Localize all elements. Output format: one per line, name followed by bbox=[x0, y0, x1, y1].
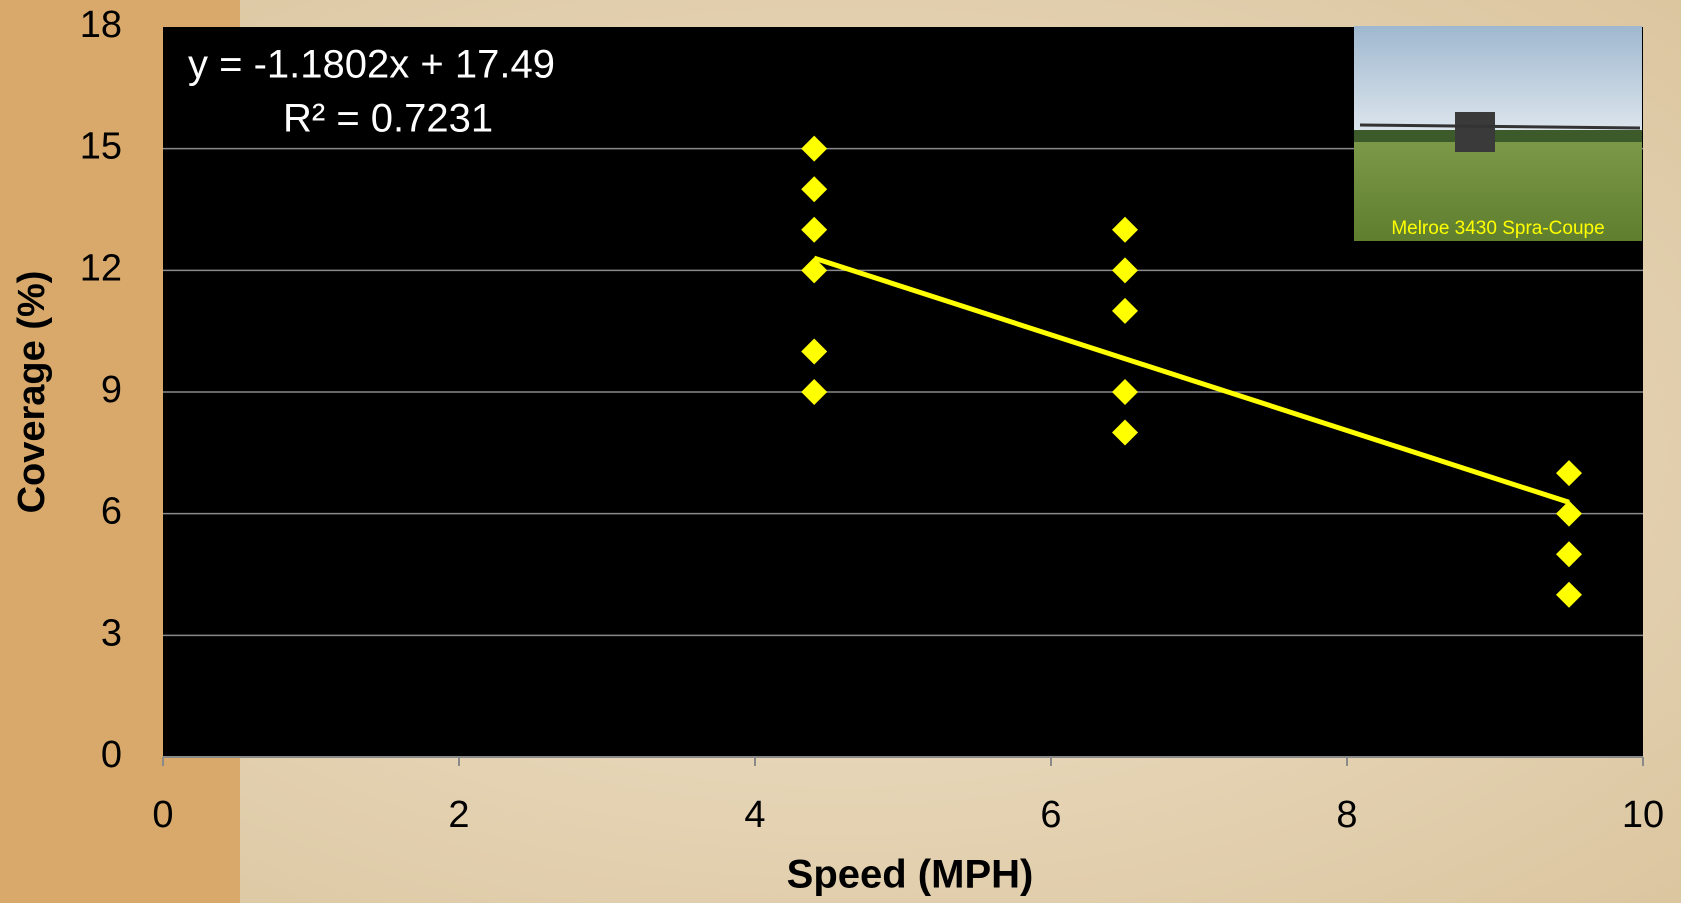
x-tick-label: 4 bbox=[744, 794, 765, 836]
inset-photo bbox=[1354, 26, 1642, 241]
page: {"chart_data": {"type": "scatter", "xlab… bbox=[0, 0, 1681, 903]
x-tick-label: 10 bbox=[1622, 794, 1664, 836]
x-tick-label: 2 bbox=[448, 794, 469, 836]
photo-caption: Melroe 3430 Spra-Coupe bbox=[1391, 218, 1604, 239]
y-tick-label: 15 bbox=[80, 126, 122, 168]
equation: y = -1.1802x + 17.49 bbox=[188, 43, 555, 87]
x-tick-label: 6 bbox=[1040, 794, 1061, 836]
y-tick-label: 18 bbox=[80, 4, 122, 46]
y-axis-title: Coverage (%) bbox=[11, 271, 53, 514]
photo-sprayer bbox=[1455, 112, 1495, 152]
photo-trees bbox=[1354, 130, 1642, 142]
y-tick-label: 6 bbox=[101, 491, 122, 533]
y-tick-label: 9 bbox=[101, 369, 122, 411]
photo-sky bbox=[1354, 26, 1642, 136]
x-tick-label: 8 bbox=[1336, 794, 1357, 836]
y-tick-label: 12 bbox=[80, 247, 122, 289]
y-tick-label: 3 bbox=[101, 612, 122, 654]
r-squared: R² = 0.7231 bbox=[283, 97, 493, 141]
y-tick-label: 0 bbox=[101, 734, 122, 776]
x-axis-title: Speed (MPH) bbox=[787, 853, 1034, 897]
x-tick-label: 0 bbox=[152, 794, 173, 836]
chart: Speed (MPH) Coverage (%) 0 3 6 9 12 15 18 0 2 4 6 8… bbox=[0, 0, 1681, 903]
